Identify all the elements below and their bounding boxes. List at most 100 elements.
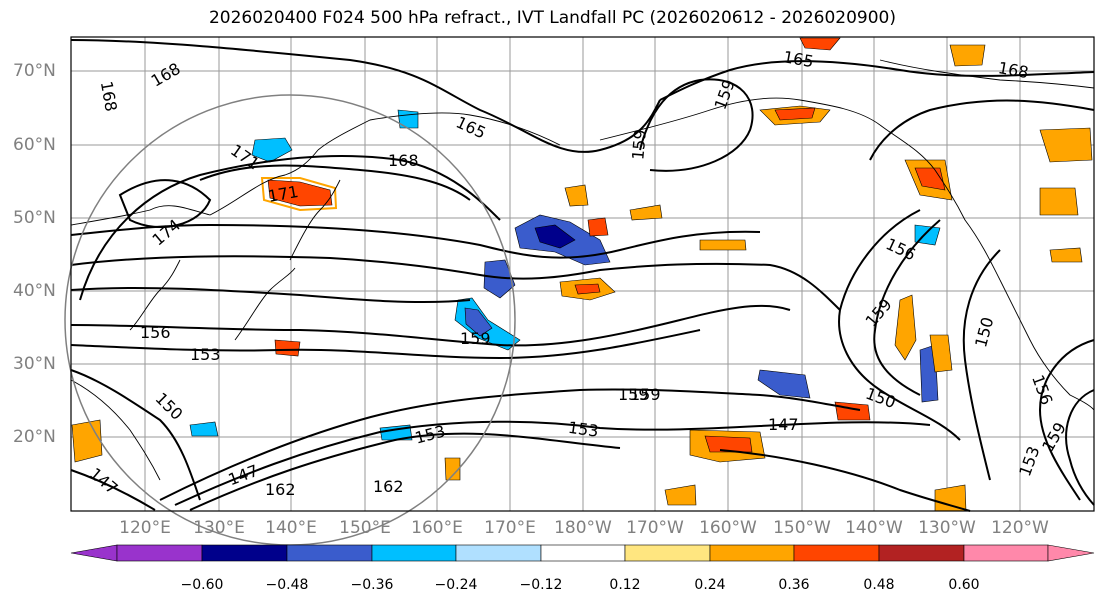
coastline	[317, 112, 561, 151]
shade-patch	[699, 239, 747, 251]
shade-patch	[587, 217, 609, 237]
contour-line	[719, 449, 971, 512]
coastlines	[70, 59, 1095, 481]
contour-line	[70, 329, 701, 360]
lat-label: 70°N	[13, 61, 56, 81]
coastline	[129, 259, 181, 331]
gridlines	[71, 37, 1094, 511]
contour-label: 156	[140, 323, 171, 342]
shade-patch	[444, 457, 461, 481]
coastline	[289, 179, 341, 261]
colorbar-segment	[793, 544, 880, 562]
shade-patch	[483, 259, 516, 299]
colorbar-extend-right	[1047, 544, 1095, 562]
shade-patch	[774, 107, 816, 121]
contours	[70, 39, 1095, 512]
contour-label: 159	[628, 129, 650, 161]
colorbar-tick-label: −0.36	[350, 577, 394, 593]
contour-line	[70, 369, 201, 501]
colorbar-segment	[116, 544, 203, 562]
lat-label: 40°N	[13, 281, 56, 301]
colorbar-segment	[709, 544, 795, 562]
contour-line	[79, 154, 501, 301]
contour-line	[189, 432, 621, 511]
contour-label: 147	[768, 415, 799, 434]
map-frame	[70, 36, 1095, 512]
contour-label: 162	[373, 477, 404, 496]
colorbar	[70, 544, 1095, 562]
shade-patch	[1039, 187, 1079, 216]
contour-line	[70, 469, 156, 511]
contour-line	[1065, 389, 1095, 506]
contour-line	[70, 304, 791, 347]
shade-patch	[704, 435, 753, 453]
contour-line	[838, 209, 961, 441]
shade-patch	[629, 204, 663, 221]
contour-line	[174, 420, 931, 506]
colorbar-segment	[455, 544, 542, 562]
colorbar-segment	[286, 544, 373, 562]
lon-label: 170°W	[626, 518, 684, 538]
colorbar-tick-label: 0.60	[948, 577, 980, 593]
shade-patch	[564, 184, 589, 207]
lon-label: 140°E	[265, 518, 317, 538]
shade-patch	[397, 109, 419, 129]
contour-line	[70, 39, 661, 153]
colorbar-segment	[201, 544, 288, 562]
contour-line	[199, 164, 471, 201]
colorbar-segment	[371, 544, 457, 562]
contour-label: 159	[460, 329, 491, 348]
colorbar-segment	[624, 544, 711, 562]
lon-label: 150°E	[339, 518, 391, 538]
colorbar-tick-label: −0.12	[519, 577, 563, 593]
colorbar-tick-label: 0.24	[694, 577, 726, 593]
shade-patch	[949, 44, 986, 67]
lat-label: 50°N	[13, 208, 56, 228]
shade-patch	[894, 294, 917, 361]
lon-label: 130°E	[193, 518, 245, 538]
coastline	[599, 97, 881, 141]
contour-line	[639, 78, 754, 172]
contour-line	[869, 99, 1095, 161]
shade-patch	[757, 369, 811, 399]
contour-line	[962, 249, 1001, 481]
colorbar-tick-label: 0.36	[778, 577, 810, 593]
shade-patch	[664, 484, 697, 506]
lat-label: 60°N	[13, 135, 56, 155]
shade-patch	[267, 179, 333, 207]
contour-line	[1038, 339, 1095, 501]
coastline	[70, 379, 161, 481]
shade-patch	[1039, 127, 1093, 163]
shade-patch	[574, 283, 601, 295]
pc-shading	[71, 37, 1093, 512]
shade-patch	[534, 224, 576, 249]
contour-line	[873, 219, 941, 396]
colorbar-extend-left	[70, 544, 118, 562]
lon-label: 120°E	[119, 518, 171, 538]
shade-patch	[251, 137, 293, 163]
lon-label: 160°W	[699, 518, 757, 538]
lon-label: 150°W	[773, 518, 831, 538]
shade-patch	[929, 334, 953, 373]
colorbar-tick-label: −0.24	[434, 577, 478, 593]
colorbar-segment	[878, 544, 965, 562]
contour-label: 153	[567, 418, 600, 441]
contour-line	[70, 255, 841, 311]
contour-line	[70, 286, 471, 304]
contour-label: 168	[388, 151, 419, 170]
shade-patch	[799, 37, 841, 51]
coastline	[70, 149, 319, 226]
lon-label: 140°W	[845, 518, 903, 538]
lon-label: 170°E	[484, 518, 536, 538]
contour-line	[159, 388, 861, 501]
shade-patch	[1049, 247, 1083, 263]
shade-patch	[464, 307, 493, 337]
colorbar-tick-label: 0.12	[609, 577, 641, 593]
coastline	[879, 124, 1001, 281]
lon-label: 120°W	[991, 518, 1049, 538]
colorbar-tick-label: −0.48	[265, 577, 309, 593]
contour-label: 159	[630, 385, 661, 404]
coastline	[879, 59, 1095, 89]
map-title: 2026020400 F024 500 hPa refract., IVT La…	[208, 8, 896, 28]
